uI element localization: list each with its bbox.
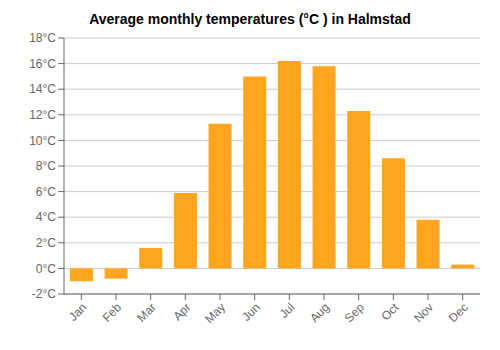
svg-text:Jun: Jun <box>239 300 263 324</box>
svg-text:16°C: 16°C <box>29 57 56 71</box>
svg-text:0°C: 0°C <box>36 262 56 276</box>
svg-text:Oct: Oct <box>378 300 402 324</box>
svg-text:Feb: Feb <box>100 300 125 325</box>
svg-text:8°C: 8°C <box>36 159 56 173</box>
svg-text:12°C: 12°C <box>29 108 56 122</box>
svg-text:-2°C: -2°C <box>32 287 56 301</box>
svg-text:2°C: 2°C <box>36 236 56 250</box>
svg-text:Aug: Aug <box>307 300 332 325</box>
svg-text:14°C: 14°C <box>29 82 56 96</box>
svg-text:May: May <box>202 300 228 326</box>
svg-text:Dec: Dec <box>446 300 471 325</box>
svg-text:18°C: 18°C <box>29 31 56 45</box>
svg-text:Mar: Mar <box>134 300 159 325</box>
html-text:Average monthly temperatures (: Average monthly temperatures (°C ) in Ha… <box>89 11 411 27</box>
svg-text:Nov: Nov <box>411 300 436 325</box>
svg-text:6°C: 6°C <box>36 185 56 199</box>
svg-text:Sep: Sep <box>342 300 367 325</box>
svg-text:Jul: Jul <box>277 300 298 321</box>
svg-text:Jan: Jan <box>66 300 90 324</box>
svg-text:10°C: 10°C <box>29 134 56 148</box>
svg-text:Apr: Apr <box>170 300 193 323</box>
svg-text:4°C: 4°C <box>36 210 56 224</box>
